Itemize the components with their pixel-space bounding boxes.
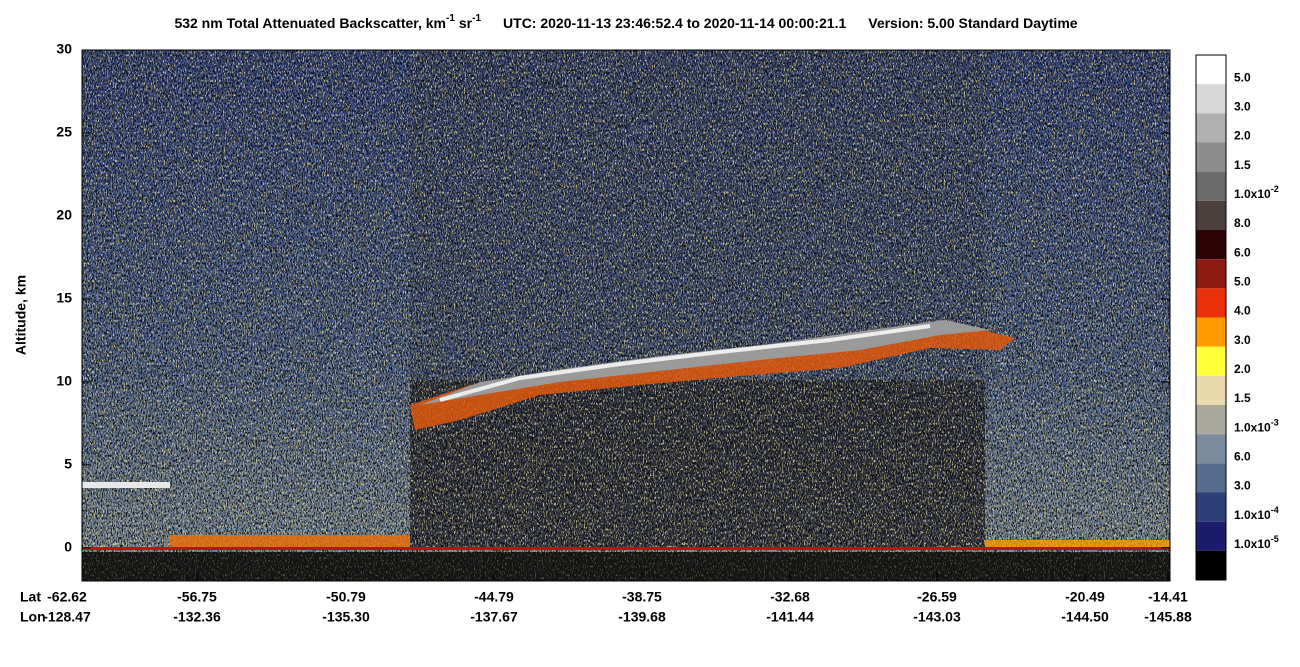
- colorbar: 5.03.02.01.51.0x10-28.06.05.04.03.02.01.…: [1195, 54, 1279, 581]
- colorbar-mantissa: 4.0: [1234, 304, 1251, 318]
- colorbar-exponent: -2: [1271, 184, 1279, 194]
- backscatter-image: [82, 50, 1170, 581]
- colorbar-mantissa: 1.0x10: [1234, 508, 1271, 522]
- y-axis-label: Altitude, km: [13, 275, 29, 355]
- colorbar-swatch: [1196, 288, 1226, 318]
- lat-label: -32.68: [770, 589, 810, 605]
- lon-label: -132.36: [173, 609, 221, 625]
- colorbar-swatch: [1196, 492, 1226, 522]
- y-tick-label: 25: [56, 124, 72, 140]
- y-tick-label: 15: [56, 290, 72, 306]
- colorbar-label: 1.5: [1234, 158, 1251, 172]
- colorbar-mantissa: 1.5: [1234, 158, 1251, 172]
- colorbar-swatch: [1196, 113, 1226, 143]
- chart-title: 532 nm Total Attenuated Backscatter, km-…: [174, 13, 1077, 31]
- colorbar-label: 1.0x10-3: [1234, 418, 1279, 435]
- colorbar-mantissa: 2.0: [1234, 362, 1251, 376]
- colorbar-swatch: [1196, 346, 1226, 376]
- colorbar-exponent: -3: [1271, 418, 1279, 428]
- colorbar-mantissa: 5.0: [1234, 275, 1251, 289]
- colorbar-label: 3.0: [1234, 100, 1251, 114]
- colorbar-swatch: [1196, 434, 1226, 464]
- colorbar-swatch: [1196, 230, 1226, 260]
- lon-label: -139.68: [618, 609, 666, 625]
- lat-label: -20.49: [1065, 589, 1105, 605]
- colorbar-mantissa: 5.0: [1234, 71, 1251, 85]
- lon-label: -137.67: [470, 609, 518, 625]
- colorbar-mantissa: 2.0: [1234, 129, 1251, 143]
- lat-label: -26.59: [917, 589, 957, 605]
- colorbar-mantissa: 3.0: [1234, 100, 1251, 114]
- colorbar-swatch: [1196, 463, 1226, 493]
- colorbar-label: 6.0: [1234, 450, 1251, 464]
- y-tick-label: 5: [64, 456, 72, 472]
- lat-label: -14.41: [1148, 589, 1188, 605]
- colorbar-label: 3.0: [1234, 333, 1251, 347]
- lat-label: -62.62: [47, 589, 87, 605]
- lon-label: -143.03: [913, 609, 961, 625]
- plot-frame: [81, 49, 1171, 582]
- colorbar-label: 1.0x10-5: [1234, 534, 1279, 551]
- colorbar-mantissa: 3.0: [1234, 479, 1251, 493]
- colorbar-swatch: [1196, 550, 1226, 580]
- colorbar-swatch: [1196, 375, 1226, 405]
- colorbar-label: 6.0: [1234, 246, 1251, 260]
- colorbar-mantissa: 3.0: [1234, 333, 1251, 347]
- colorbar-swatch: [1196, 84, 1226, 114]
- colorbar-mantissa: 1.5: [1234, 391, 1251, 405]
- colorbar-frame: [1195, 54, 1227, 581]
- colorbar-swatch: [1196, 259, 1226, 289]
- colorbar-label: 1.5: [1234, 391, 1251, 405]
- lon-label: -128.47: [43, 609, 91, 625]
- lon-label: -141.44: [766, 609, 814, 625]
- colorbar-exponent: -5: [1271, 534, 1279, 544]
- lat-label: -56.75: [177, 589, 217, 605]
- colorbar-swatch: [1196, 142, 1226, 172]
- lat-label: -38.75: [622, 589, 662, 605]
- colorbar-exponent: -4: [1271, 505, 1279, 515]
- colorbar-mantissa: 8.0: [1234, 216, 1251, 230]
- lon-label: -145.88: [1144, 609, 1192, 625]
- y-tick-label: 30: [56, 41, 72, 57]
- colorbar-swatch: [1196, 171, 1226, 201]
- colorbar-mantissa: 6.0: [1234, 450, 1251, 464]
- lon-row-label: Lon: [20, 609, 46, 625]
- lon-label: -135.30: [322, 609, 370, 625]
- colorbar-label: 2.0: [1234, 129, 1251, 143]
- colorbar-label: 8.0: [1234, 216, 1251, 230]
- lat-row-label: Lat: [20, 589, 41, 605]
- y-tick-label: 0: [64, 539, 72, 555]
- colorbar-swatch: [1196, 405, 1226, 435]
- lat-label: -50.79: [326, 589, 366, 605]
- colorbar-swatch: [1196, 521, 1226, 551]
- colorbar-label: 2.0: [1234, 362, 1251, 376]
- colorbar-label: 4.0: [1234, 304, 1251, 318]
- colorbar-label: 3.0: [1234, 479, 1251, 493]
- colorbar-swatch: [1196, 55, 1226, 85]
- colorbar-label: 1.0x10-4: [1234, 505, 1279, 522]
- colorbar-mantissa: 1.0x10: [1234, 187, 1271, 201]
- colorbar-swatch: [1196, 317, 1226, 347]
- colorbar-mantissa: 1.0x10: [1234, 537, 1271, 551]
- colorbar-swatch: [1196, 200, 1226, 230]
- colorbar-label: 5.0: [1234, 71, 1251, 85]
- lat-label: -44.79: [474, 589, 514, 605]
- lon-label: -144.50: [1061, 609, 1109, 625]
- colorbar-mantissa: 6.0: [1234, 246, 1251, 260]
- y-tick-label: 10: [56, 373, 72, 389]
- colorbar-mantissa: 1.0x10: [1234, 421, 1271, 435]
- colorbar-label: 5.0: [1234, 275, 1251, 289]
- y-tick-label: 20: [56, 207, 72, 223]
- colorbar-label: 1.0x10-2: [1234, 184, 1279, 201]
